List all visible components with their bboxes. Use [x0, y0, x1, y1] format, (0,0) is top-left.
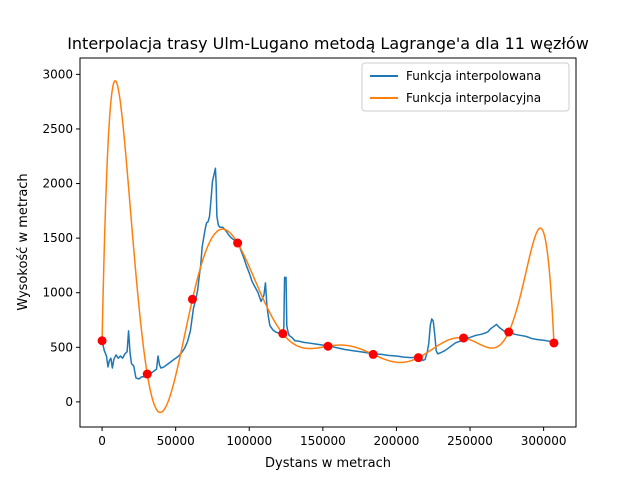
- plot-frame: [79, 57, 577, 428]
- interpolation-node: [233, 238, 243, 248]
- interpolation-node: [368, 349, 378, 359]
- y-tick-label: 0: [65, 395, 73, 409]
- legend: Funkcja interpolowana Funkcja interpolac…: [361, 62, 570, 112]
- y-tick-label: 2500: [42, 122, 73, 136]
- x-tick-label: 0: [98, 434, 106, 448]
- x-tick-label: 300000: [521, 434, 567, 448]
- x-tick-label: 100000: [226, 434, 272, 448]
- interpolation-node: [142, 369, 152, 379]
- y-tick-label: 500: [50, 340, 73, 354]
- legend-box: [361, 62, 570, 112]
- x-tick-label: 50000: [157, 434, 195, 448]
- y-tick-label: 1000: [42, 286, 73, 300]
- interpolation-node: [549, 338, 559, 348]
- nodes-layer: [97, 238, 559, 379]
- x-tick-label: 150000: [300, 434, 346, 448]
- y-tick-label: 3000: [42, 67, 73, 81]
- x-tick-label: 200000: [374, 434, 420, 448]
- y-axis: 0 500 1000 1500 2000 2500 3000: [42, 67, 80, 409]
- chart-title: Interpolacja trasy Ulm-Lugano metodą Lag…: [67, 34, 589, 53]
- x-axis-label: Dystans w metrach: [265, 456, 391, 471]
- interpolation-node: [413, 353, 423, 363]
- interpolation-node: [323, 341, 333, 351]
- y-tick-label: 1500: [42, 231, 73, 245]
- y-axis-label: Wysokość w metrach: [16, 173, 31, 310]
- series-line-interpolowana: [101, 167, 555, 380]
- interpolation-node: [278, 329, 288, 339]
- interpolation-node: [187, 294, 197, 304]
- plot-area: [79, 57, 577, 428]
- legend-label-interpolowana: Funkcja interpolowana: [406, 69, 541, 83]
- x-axis: 0 50000 100000 150000 200000 250000 300000: [98, 427, 567, 448]
- interpolation-node: [504, 327, 514, 337]
- x-tick-label: 250000: [447, 434, 493, 448]
- legend-label-interpolacyjna: Funkcja interpolacyjna: [406, 91, 541, 105]
- interpolation-node: [97, 336, 107, 346]
- y-tick-label: 2000: [42, 177, 73, 191]
- interpolation-node: [459, 333, 469, 343]
